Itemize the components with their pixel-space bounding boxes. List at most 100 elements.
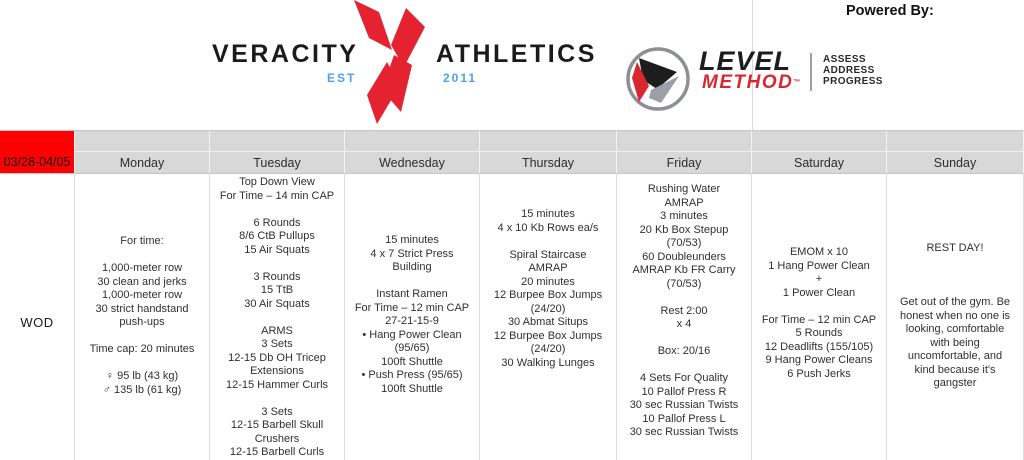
wod-text-group: Rushing Water AMRAP 3 minutes 20 Kb Box Ste… bbox=[619, 183, 749, 291]
trademark-symbol: ™ bbox=[793, 79, 802, 86]
wod-text-line: Get out of the gym. Be bbox=[899, 296, 1011, 308]
day-header-monday: Monday bbox=[75, 152, 210, 174]
athletics-wordmark: ATHLETICS bbox=[436, 40, 597, 68]
wod-text-line: 1 Power Clean bbox=[782, 286, 856, 299]
header-spacer-tuesday bbox=[210, 131, 345, 152]
day-header-tuesday: Tuesday bbox=[210, 152, 345, 174]
wod-text-line: (95/65) bbox=[394, 342, 430, 354]
wod-text-line: 6 Push Jerks bbox=[787, 367, 851, 380]
wod-text-group: ARMS 3 Sets 12-15 Db OH Tricep Extensions 12… bbox=[212, 325, 342, 393]
tagline-assess: ASSESS bbox=[823, 54, 866, 65]
wod-text-group: 3 Rounds 15 TtB 30 Air Squats bbox=[212, 271, 342, 312]
header-spacer-friday bbox=[617, 131, 752, 152]
wod-text-line: ♂ 135 lb (61 kg) bbox=[102, 383, 182, 396]
wod-text-line: 30 strict handstand bbox=[95, 302, 189, 315]
wod-text-line: 30 Air Squats bbox=[244, 297, 310, 310]
wod-row-label-cell: WOD bbox=[0, 174, 75, 460]
wod-calendar: 03/28-04/05 WOD Monday For time: 1,000-met… bbox=[0, 130, 1024, 460]
wod-text-group: 15 minutes 4 x 10 Kb Rows ea/s bbox=[482, 208, 614, 235]
header-spacer-thursday bbox=[480, 131, 617, 152]
wod-text-line: 30 sec Russian Twists bbox=[629, 426, 739, 438]
wod-text-line: 100ft Shuttle bbox=[381, 355, 443, 368]
wod-cell-friday: Rushing Water AMRAP 3 minutes 20 Kb Box Ste… bbox=[617, 174, 752, 460]
level-wordmark: LEVEL bbox=[699, 46, 792, 76]
wod-text-line: kind because it's bbox=[914, 363, 996, 376]
wod-text-line: 12-15 Hammer Curls bbox=[225, 378, 329, 391]
wod-text-line: 60 Doubleunders bbox=[642, 250, 726, 263]
wod-cell-wednesday: 15 minutes 4 x 7 Strict Press Building Inst… bbox=[345, 174, 480, 460]
day-header-wednesday: Wednesday bbox=[345, 152, 480, 174]
wod-text-line: 27-21-15-9 bbox=[385, 315, 439, 327]
wod-text-line: 15 minutes bbox=[385, 234, 439, 246]
veracity-athletics-logo: VERACITY ATHLETICS EST 2011 bbox=[0, 0, 600, 131]
wod-text-line: push-ups bbox=[119, 316, 165, 328]
wod-text-line: 30 sec Russian Twists bbox=[629, 399, 739, 411]
wod-text-line: 3 minutes bbox=[660, 210, 708, 222]
wod-text-group: 3 Sets 12-15 Barbell Skull Crushers 12-15 B… bbox=[212, 406, 342, 460]
wod-cell-sunday: REST DAY! Get out of the gym. Be honest wh… bbox=[887, 174, 1024, 460]
wod-text-line: 1,000-meter row bbox=[101, 289, 183, 301]
wod-row-label: WOD bbox=[20, 315, 54, 330]
wod-text-line: (24/20) bbox=[530, 343, 566, 355]
level-method-icon bbox=[626, 47, 690, 111]
powered-by-label: Powered By: bbox=[846, 3, 934, 19]
day-header-thursday: Thursday bbox=[480, 152, 617, 174]
wod-text-line: 10 Pallof Press L bbox=[642, 412, 726, 425]
wod-text-line: 4 Sets For Quality bbox=[639, 372, 729, 384]
wod-cell-monday: For time: 1,000-meter row 30 clean and jer… bbox=[75, 174, 210, 460]
date-range: 03/28-04/05 bbox=[3, 155, 71, 169]
est-label: EST bbox=[327, 71, 357, 85]
wod-text-line: AMRAP Kb FR Carry bbox=[632, 264, 736, 276]
wod-cell-thursday: 15 minutes 4 x 10 Kb Rows ea/s Spiral Stai… bbox=[480, 174, 617, 460]
wod-text-line: 3 Sets bbox=[261, 338, 293, 350]
wod-text-line: EMOM x 10 bbox=[789, 246, 849, 258]
wod-text-line: looking, comfortable bbox=[905, 323, 1005, 335]
date-range-cell: 03/28-04/05 bbox=[0, 131, 75, 174]
wod-text-line: (70/53) bbox=[666, 237, 702, 249]
wod-text-line: honest when no one is bbox=[899, 309, 1011, 322]
header-spacer-wednesday bbox=[345, 131, 480, 152]
wod-text-line: Rest 2:00 bbox=[660, 304, 708, 317]
wod-text-line: 6 Rounds bbox=[253, 216, 301, 229]
wod-text-line: ARMS bbox=[261, 324, 293, 337]
day-header-sunday: Sunday bbox=[887, 152, 1024, 174]
wod-text-line: 12 Deadlifts (155/105) bbox=[764, 340, 874, 353]
wod-text-line: For Time – 12 min CAP bbox=[354, 301, 470, 314]
wod-text-line: 12-15 Barbell Curls bbox=[229, 446, 325, 458]
wod-text-line: 10 Pallof Press R bbox=[641, 385, 727, 398]
wod-text-line: 15 TtB bbox=[260, 284, 294, 296]
veracity-wordmark: VERACITY bbox=[212, 40, 359, 68]
wod-text-line: 15 Air Squats bbox=[244, 243, 310, 256]
wod-cell-tuesday: Top Down View For Time – 14 min CAP 6 Roun… bbox=[210, 174, 345, 460]
wod-text-line: Rushing Water bbox=[647, 183, 721, 195]
wod-text-line: Time cap: 20 minutes bbox=[89, 343, 195, 355]
wod-text-line: x 4 bbox=[676, 318, 692, 330]
page-header: Powered By: VERACITY ATHLETICS EST 2011 … bbox=[0, 0, 1024, 131]
est-year-label: 2011 bbox=[443, 71, 478, 85]
wod-text-line: 1,000-meter row bbox=[101, 262, 183, 274]
wod-text-line: • Push Press (95/65) bbox=[361, 369, 463, 381]
wod-text-line: 12 Burpee Box Jumps bbox=[493, 289, 603, 301]
wod-text-line: 20 Kb Box Stepup bbox=[639, 223, 729, 236]
wod-text-line: 4 x 7 Strict Press bbox=[370, 247, 454, 260]
wod-text-group: 15 minutes 4 x 7 Strict Press Building bbox=[347, 234, 477, 275]
wod-text-line: AMRAP bbox=[528, 262, 568, 274]
header-spacer-saturday bbox=[752, 131, 887, 152]
wod-text-line: Extensions bbox=[250, 365, 304, 377]
wod-text-line: + bbox=[815, 273, 823, 285]
wod-text-line: 3 Rounds bbox=[253, 270, 301, 283]
wod-text-line: gangster bbox=[933, 377, 977, 389]
level-method-logo: LEVEL METHOD™ ASSESS ADDRESS PROGRESS bbox=[610, 30, 900, 120]
wod-text-group: REST DAY! bbox=[889, 242, 1021, 256]
wod-text-group: Get out of the gym. Be honest when no one… bbox=[889, 296, 1021, 391]
wod-text-line: 15 minutes bbox=[521, 208, 575, 220]
tagline-address: ADDRESS bbox=[823, 65, 875, 76]
level-method-tagline: ASSESS ADDRESS PROGRESS bbox=[823, 54, 883, 87]
wod-text-line: Top Down View bbox=[239, 176, 315, 188]
wod-text-line: AMRAP bbox=[664, 196, 704, 209]
wod-text-group: 4 Sets For Quality 10 Pallof Press R 30 se… bbox=[619, 372, 749, 440]
wod-text-group bbox=[889, 269, 1021, 283]
header-spacer-sunday bbox=[887, 131, 1024, 152]
wod-text-group: 1,000-meter row 30 clean and jerks 1,000-m… bbox=[77, 262, 207, 330]
wod-text-group: Time cap: 20 minutes bbox=[77, 343, 207, 357]
